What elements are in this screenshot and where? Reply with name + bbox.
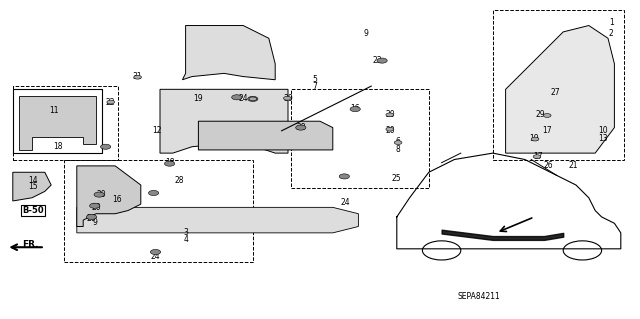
Text: 18: 18 [165, 158, 174, 167]
Circle shape [94, 192, 104, 197]
Circle shape [386, 127, 394, 131]
Text: 16: 16 [112, 195, 122, 204]
Circle shape [100, 144, 111, 149]
Circle shape [150, 249, 161, 255]
Polygon shape [13, 172, 51, 201]
Text: B-50: B-50 [22, 206, 44, 215]
Text: 24: 24 [340, 198, 351, 207]
Text: 17: 17 [542, 126, 552, 135]
Polygon shape [198, 121, 333, 150]
Text: 19: 19 [529, 134, 540, 143]
Text: 30: 30 [283, 94, 293, 103]
Text: B-50: B-50 [22, 206, 45, 215]
Text: FR.: FR. [22, 241, 38, 249]
Text: 25: 25 [392, 174, 402, 183]
Text: 13: 13 [598, 134, 608, 143]
Circle shape [531, 137, 539, 141]
Polygon shape [506, 26, 614, 153]
Text: 22: 22 [106, 98, 115, 107]
Circle shape [296, 125, 306, 130]
Text: 15: 15 [28, 182, 38, 191]
Polygon shape [77, 166, 141, 226]
Circle shape [543, 114, 551, 117]
Text: 14: 14 [28, 176, 38, 185]
Text: 4: 4 [183, 235, 188, 244]
Text: 24: 24 [238, 94, 248, 103]
Circle shape [533, 155, 541, 159]
Text: 23: 23 [372, 56, 383, 65]
Circle shape [164, 161, 175, 166]
Text: 17: 17 [532, 152, 543, 161]
Text: 20: 20 [91, 203, 101, 212]
Circle shape [249, 97, 257, 101]
Text: 6: 6 [396, 137, 401, 146]
Polygon shape [160, 89, 288, 153]
Text: SEPA84211: SEPA84211 [458, 292, 500, 300]
Text: 7: 7 [312, 82, 317, 91]
Text: 9: 9 [364, 29, 369, 38]
Polygon shape [19, 96, 96, 150]
Text: 26: 26 [543, 161, 553, 170]
Text: 19: 19 [193, 94, 204, 103]
Text: 20: 20 [96, 190, 106, 199]
Text: 28: 28 [175, 176, 184, 185]
Text: 11: 11 [50, 106, 59, 115]
Text: 21: 21 [568, 161, 577, 170]
Circle shape [232, 95, 242, 100]
Circle shape [339, 174, 349, 179]
Text: 29: 29 [536, 110, 546, 119]
Polygon shape [77, 207, 358, 233]
Circle shape [386, 113, 394, 117]
Circle shape [134, 75, 141, 79]
Text: 8: 8 [396, 145, 401, 154]
Circle shape [350, 107, 360, 112]
Text: 18: 18 [53, 142, 62, 151]
Text: 3: 3 [183, 228, 188, 237]
Text: 9: 9 [92, 218, 97, 227]
Circle shape [90, 203, 100, 208]
Circle shape [284, 96, 291, 100]
Circle shape [394, 141, 402, 145]
Circle shape [377, 58, 387, 63]
Text: 28: 28 [296, 123, 305, 132]
Text: 24: 24 [150, 252, 161, 261]
Circle shape [107, 100, 115, 104]
Text: 31: 31 [132, 72, 143, 81]
Circle shape [248, 96, 258, 101]
Polygon shape [182, 26, 275, 80]
Text: 12: 12 [152, 126, 161, 135]
Text: 20: 20 [385, 126, 396, 135]
Text: 20: 20 [86, 214, 97, 223]
Text: 1: 1 [609, 18, 614, 27]
Text: 27: 27 [550, 88, 561, 97]
Text: 10: 10 [598, 126, 608, 135]
Text: 2: 2 [609, 29, 614, 38]
Text: 16: 16 [350, 104, 360, 113]
Text: 5: 5 [312, 75, 317, 84]
Text: 20: 20 [385, 110, 396, 119]
Circle shape [86, 214, 97, 219]
Circle shape [148, 190, 159, 196]
